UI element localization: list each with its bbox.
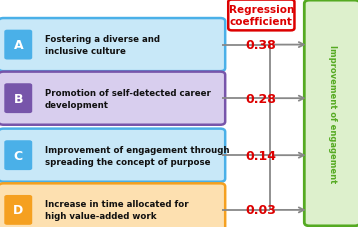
FancyBboxPatch shape <box>0 72 225 125</box>
FancyBboxPatch shape <box>4 141 32 170</box>
Text: Fostering a diverse and
inclusive culture: Fostering a diverse and inclusive cultur… <box>45 35 160 56</box>
FancyBboxPatch shape <box>4 195 32 225</box>
Text: 0.03: 0.03 <box>245 203 276 217</box>
FancyBboxPatch shape <box>228 0 294 31</box>
FancyBboxPatch shape <box>4 84 32 114</box>
Text: 0.14: 0.14 <box>245 149 276 162</box>
FancyBboxPatch shape <box>304 1 358 226</box>
Text: B: B <box>14 92 23 105</box>
FancyBboxPatch shape <box>0 19 225 72</box>
Text: 0.38: 0.38 <box>245 39 276 52</box>
FancyBboxPatch shape <box>0 183 225 227</box>
FancyBboxPatch shape <box>0 129 225 182</box>
FancyBboxPatch shape <box>4 30 32 60</box>
Text: Regression
coefficient: Regression coefficient <box>229 5 294 27</box>
Text: 0.28: 0.28 <box>245 92 276 105</box>
Text: Improvement of engagement through
spreading the concept of purpose: Improvement of engagement through spread… <box>45 145 229 166</box>
Text: Increase in time allocated for
high value-added work: Increase in time allocated for high valu… <box>45 200 188 220</box>
Text: Improvement of engagement: Improvement of engagement <box>328 45 337 182</box>
Text: D: D <box>13 203 23 217</box>
Text: C: C <box>14 149 23 162</box>
Text: Promotion of self-detected career
development: Promotion of self-detected career develo… <box>45 88 211 109</box>
Text: A: A <box>14 39 23 52</box>
